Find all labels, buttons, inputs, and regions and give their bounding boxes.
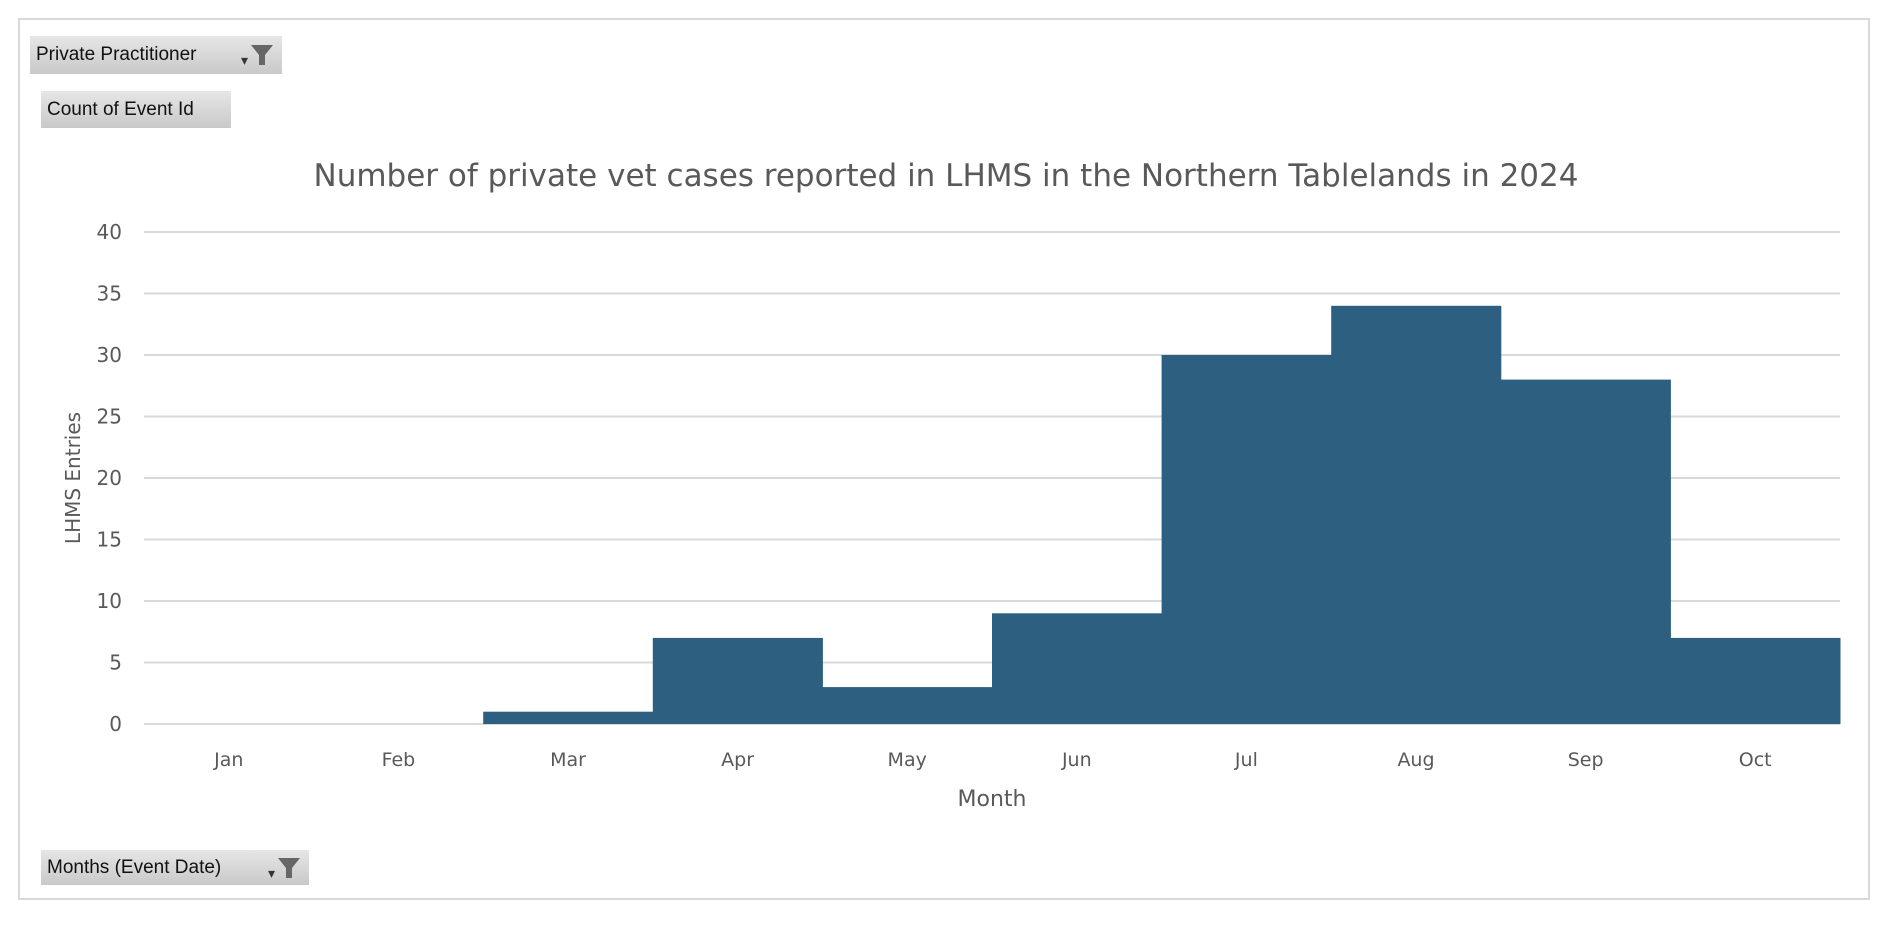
report-filter-label: Private Practitioner xyxy=(36,44,197,65)
bar-sep xyxy=(1500,379,1671,724)
filter-funnel-icon: ▾ xyxy=(268,856,301,880)
axis-field-button[interactable]: Months (Event Date) ▾ xyxy=(41,850,309,885)
chart-title: Number of private vet cases reported in … xyxy=(314,158,1579,194)
x-tick-label: Jun xyxy=(1061,749,1092,771)
axis-field-label: Months (Event Date) xyxy=(47,856,222,878)
x-tick-label: Feb xyxy=(382,749,416,771)
filter-funnel-icon: ▾ xyxy=(241,43,274,67)
bar-aug xyxy=(1331,305,1502,724)
y-tick-label: 15 xyxy=(97,528,122,552)
y-tick-label: 5 xyxy=(109,651,122,675)
x-tick-label: Jan xyxy=(213,749,243,771)
bar-jul xyxy=(1161,355,1332,724)
y-tick-label: 25 xyxy=(97,405,122,429)
value-field-label: Count of Event Id xyxy=(47,98,194,120)
x-tick-label: Jul xyxy=(1234,749,1258,771)
y-tick-label: 0 xyxy=(109,712,122,736)
bar-apr xyxy=(652,637,823,724)
value-field-button[interactable]: Count of Event Id xyxy=(41,91,231,128)
y-tick-label: 20 xyxy=(97,466,122,490)
y-tick-label: 40 xyxy=(97,220,122,244)
x-axis-title: Month xyxy=(958,787,1027,812)
y-tick-label: 10 xyxy=(97,589,122,613)
bar-mar xyxy=(483,711,654,724)
x-tick-label: Mar xyxy=(550,749,586,771)
chart-area xyxy=(18,18,1870,900)
y-axis-title: LHMS Entries xyxy=(61,412,85,544)
bar-jun xyxy=(992,613,1163,724)
bar-oct xyxy=(1670,637,1841,724)
x-tick-label: Aug xyxy=(1397,749,1434,771)
x-tick-label: Sep xyxy=(1568,749,1604,771)
report-filter-button[interactable]: Private Practitioner ▾ xyxy=(30,36,282,74)
y-tick-label: 30 xyxy=(97,343,122,367)
x-tick-label: Oct xyxy=(1739,749,1772,771)
bar-may xyxy=(822,687,993,724)
x-tick-label: Apr xyxy=(721,749,754,771)
y-tick-label: 35 xyxy=(97,282,122,306)
x-tick-label: May xyxy=(888,749,927,771)
